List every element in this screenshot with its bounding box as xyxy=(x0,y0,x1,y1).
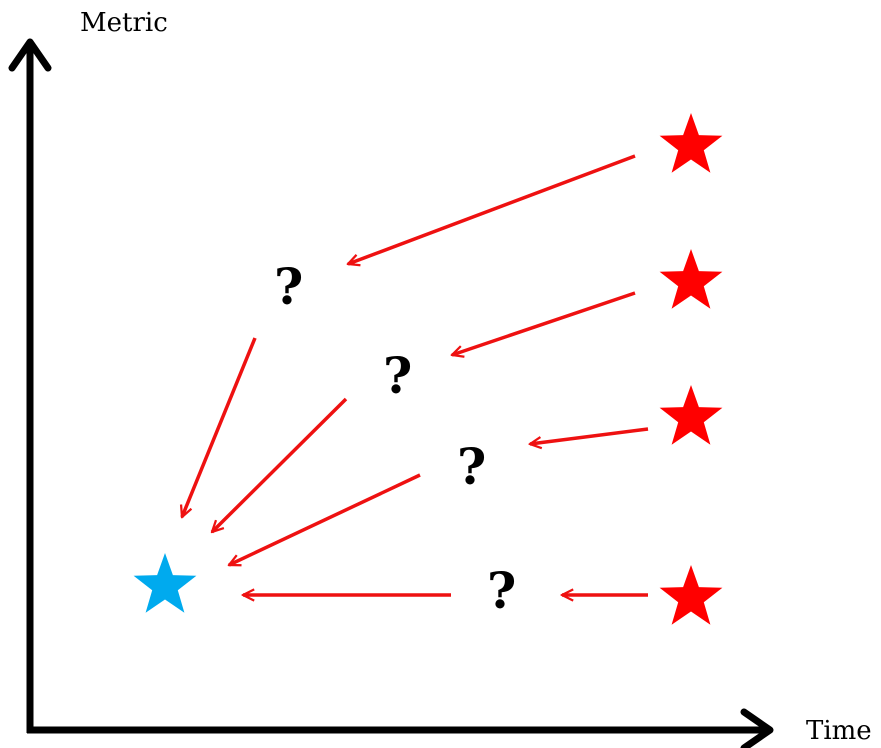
y-axis-arrowhead xyxy=(8,38,52,72)
arrow-star3-to-q3 xyxy=(530,427,649,444)
question-mark: ? xyxy=(274,257,303,316)
arrow-q1-to-target xyxy=(182,337,257,517)
arrow-q3-to-target xyxy=(229,473,421,567)
star-icon xyxy=(659,565,723,625)
question-mark: ? xyxy=(383,346,412,405)
axes xyxy=(8,38,774,748)
intermediate-marks: ? ? ? ? xyxy=(274,257,516,620)
star-icon xyxy=(659,385,723,445)
arrow-q2-to-target xyxy=(212,397,348,532)
question-mark: ? xyxy=(487,561,516,620)
x-axis-arrowhead xyxy=(740,708,774,748)
question-mark: ? xyxy=(457,437,486,496)
x-axis-label: Time xyxy=(806,716,872,746)
arrow-star2-to-q2 xyxy=(452,291,636,355)
y-axis-label: Metric xyxy=(80,8,168,38)
star-icon xyxy=(659,113,723,173)
star-icon xyxy=(133,553,197,613)
arrow-star1-to-q1 xyxy=(348,154,636,264)
star-icon xyxy=(659,249,723,309)
start-stars xyxy=(659,113,723,625)
question-to-target-arrows xyxy=(182,337,451,595)
star-to-question-arrows xyxy=(348,154,649,595)
